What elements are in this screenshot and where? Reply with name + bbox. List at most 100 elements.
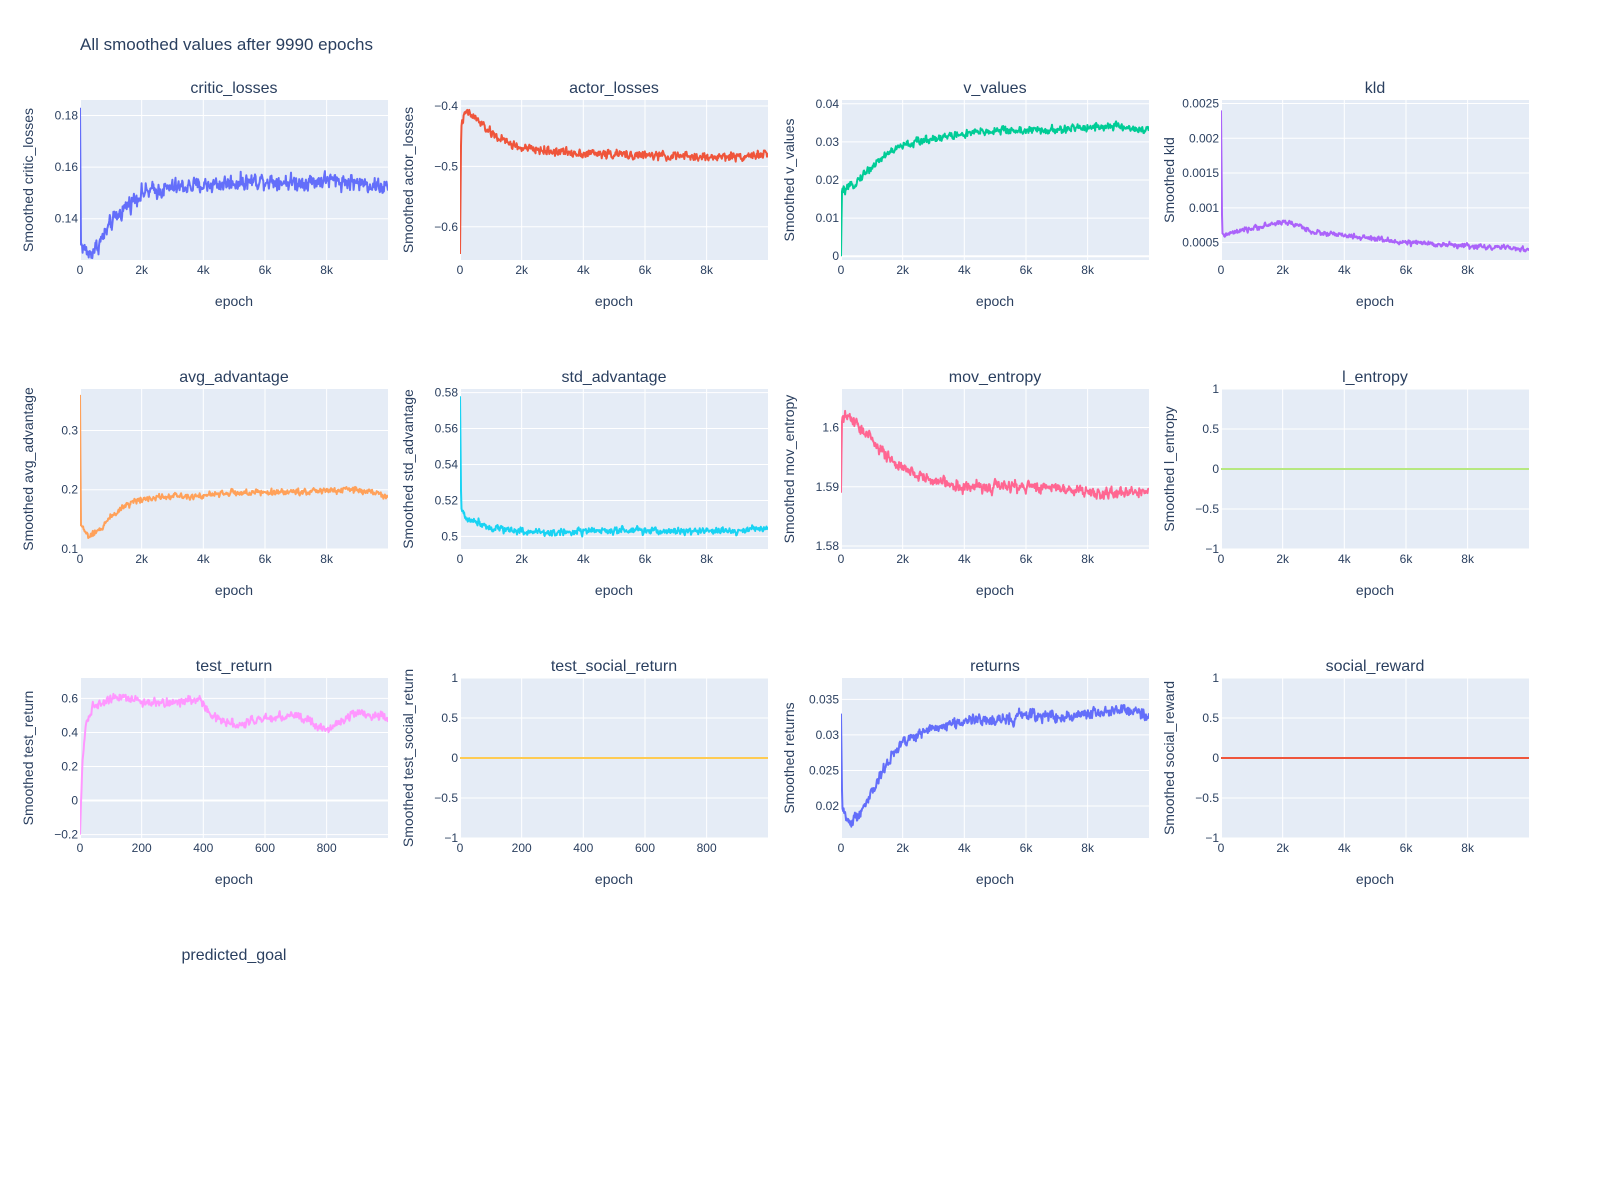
x-tick-label: 8k	[320, 263, 334, 277]
x-tick-label: 8k	[1081, 841, 1095, 855]
subplot-std_advantage: std_advantage 0 2k 4k 6k 8k 0.5 0.52 0.54 0.56 0.5…	[400, 369, 768, 598]
y-tick-label: 0.035	[809, 692, 839, 706]
subplot-title: mov_entropy	[949, 369, 1042, 386]
subplot-actor_losses: actor_losses 0 2k 4k 6k 8k −0.6 −0.5 −0.4 epoch Sm…	[400, 80, 768, 309]
subplot-title: v_values	[963, 80, 1026, 97]
x-tick-label: 0	[457, 552, 464, 566]
subplot-avg_advantage: avg_advantage 0 2k 4k 6k 8k 0.1 0.2 0.3 epoch Smoo…	[20, 369, 388, 598]
y-tick-label: 0	[1212, 462, 1219, 476]
y-tick-label: 1.58	[816, 539, 840, 553]
x-tick-label: 4k	[1338, 263, 1352, 277]
x-tick-label: 0	[77, 263, 84, 277]
x-tick-label: 6k	[1400, 263, 1414, 277]
x-tick-label: 8k	[700, 552, 714, 566]
subplot-title: avg_advantage	[179, 369, 289, 386]
y-axis-label: Smoothed critic_losses	[20, 108, 36, 252]
subplot-title: test_return	[196, 658, 272, 675]
series-line-kld	[1221, 110, 1529, 253]
subplot-returns: returns 0 2k 4k 6k 8k 0.02 0.025 0.03 0.035 epoch S…	[781, 658, 1149, 887]
series-line-mov_entropy	[841, 409, 1149, 500]
figure-title: All smoothed values after 9990 epochs	[80, 35, 373, 54]
y-tick-label: 0.0005	[1182, 236, 1219, 250]
x-tick-label: 2k	[135, 552, 149, 566]
y-tick-label: 1	[1212, 382, 1219, 396]
y-tick-label: −0.6	[434, 220, 458, 234]
x-tick-label: 2k	[1276, 552, 1290, 566]
x-tick-label: 6k	[1400, 552, 1414, 566]
y-axis-label: Smoothed test_social_return	[400, 669, 416, 847]
x-tick-label: 600	[635, 841, 655, 855]
x-axis-label: epoch	[595, 582, 633, 598]
subplot-predicted_goal: predicted_goal	[182, 947, 287, 964]
y-tick-label: 0	[1212, 751, 1219, 765]
y-tick-label: 1	[451, 671, 458, 685]
x-tick-label: 6k	[1020, 841, 1034, 855]
x-tick-label: 6k	[259, 263, 273, 277]
x-tick-label: 2k	[896, 841, 910, 855]
y-tick-label: 0.025	[809, 763, 839, 777]
subplot-l_entropy: l_entropy 0 2k 4k 6k 8k −1 −0.5 0 0.5 1 epoch Smooth…	[1161, 369, 1529, 598]
y-tick-label: 0.2	[61, 760, 78, 774]
x-tick-label: 4k	[958, 552, 972, 566]
x-axis-label: epoch	[1356, 582, 1394, 598]
x-tick-label: 200	[512, 841, 532, 855]
x-tick-label: 4k	[197, 263, 211, 277]
x-tick-label: 400	[573, 841, 593, 855]
y-tick-label: 0.001	[1189, 201, 1219, 215]
x-tick-label: 4k	[958, 841, 972, 855]
y-axis-label: Smoothed l_entropy	[1161, 406, 1177, 531]
y-axis-label: Smoothed social_reward	[1161, 681, 1177, 835]
x-tick-label: 6k	[639, 263, 653, 277]
y-tick-label: 0.02	[816, 173, 840, 187]
series-line-returns	[841, 704, 1149, 828]
x-tick-label: 0	[838, 841, 845, 855]
y-tick-label: −0.4	[434, 99, 458, 113]
y-tick-label: 0.58	[435, 386, 459, 400]
y-axis-label: Smoothed mov_entropy	[781, 395, 797, 544]
y-tick-label: −0.5	[1195, 791, 1219, 805]
y-tick-label: 0	[832, 249, 839, 263]
x-tick-label: 0	[1218, 552, 1225, 566]
x-tick-label: 6k	[1020, 263, 1034, 277]
y-tick-label: 0.04	[816, 97, 840, 111]
x-tick-label: 8k	[320, 552, 334, 566]
x-tick-label: 2k	[515, 263, 529, 277]
y-axis-label: Smoothed test_return	[20, 691, 36, 826]
y-tick-label: 0.0025	[1182, 96, 1219, 110]
y-tick-label: 1.59	[816, 480, 840, 494]
y-axis-label: Smoothed actor_losses	[400, 107, 416, 253]
subplot-title: social_reward	[1326, 658, 1425, 675]
x-tick-label: 2k	[515, 552, 529, 566]
x-tick-label: 6k	[1400, 841, 1414, 855]
y-axis-label: Smoothed v_values	[781, 119, 797, 242]
y-tick-label: 0.6	[61, 691, 78, 705]
series-line-avg_advantage	[80, 394, 388, 539]
x-tick-label: 4k	[577, 552, 591, 566]
y-tick-label: 0.14	[55, 212, 79, 226]
x-tick-label: 0	[838, 552, 845, 566]
subplot-v_values: v_values 0 2k 4k 6k 8k 0 0.01 0.02 0.03 0.04 epoch S…	[781, 80, 1149, 309]
x-axis-label: epoch	[215, 582, 253, 598]
y-tick-label: 0.5	[441, 711, 458, 725]
y-tick-label: 0.52	[435, 493, 459, 507]
x-tick-label: 0	[1218, 841, 1225, 855]
plot-area	[460, 389, 768, 549]
subplot-title: critic_losses	[190, 80, 277, 97]
x-tick-label: 0	[457, 841, 464, 855]
x-tick-label: 6k	[1020, 552, 1034, 566]
y-tick-label: 0.3	[61, 423, 78, 437]
y-axis-label: Smoothed std_advantage	[400, 389, 416, 549]
y-tick-label: 0.0015	[1182, 166, 1219, 180]
x-tick-label: 8k	[1081, 552, 1095, 566]
y-tick-label: −0.5	[434, 159, 458, 173]
plot-area	[841, 678, 1149, 838]
x-tick-label: 2k	[135, 263, 149, 277]
x-tick-label: 4k	[958, 263, 972, 277]
y-tick-label: 1	[1212, 671, 1219, 685]
y-tick-label: −1	[1205, 831, 1219, 845]
x-axis-label: epoch	[976, 871, 1014, 887]
y-tick-label: 0.5	[1202, 422, 1219, 436]
x-tick-label: 0	[838, 263, 845, 277]
